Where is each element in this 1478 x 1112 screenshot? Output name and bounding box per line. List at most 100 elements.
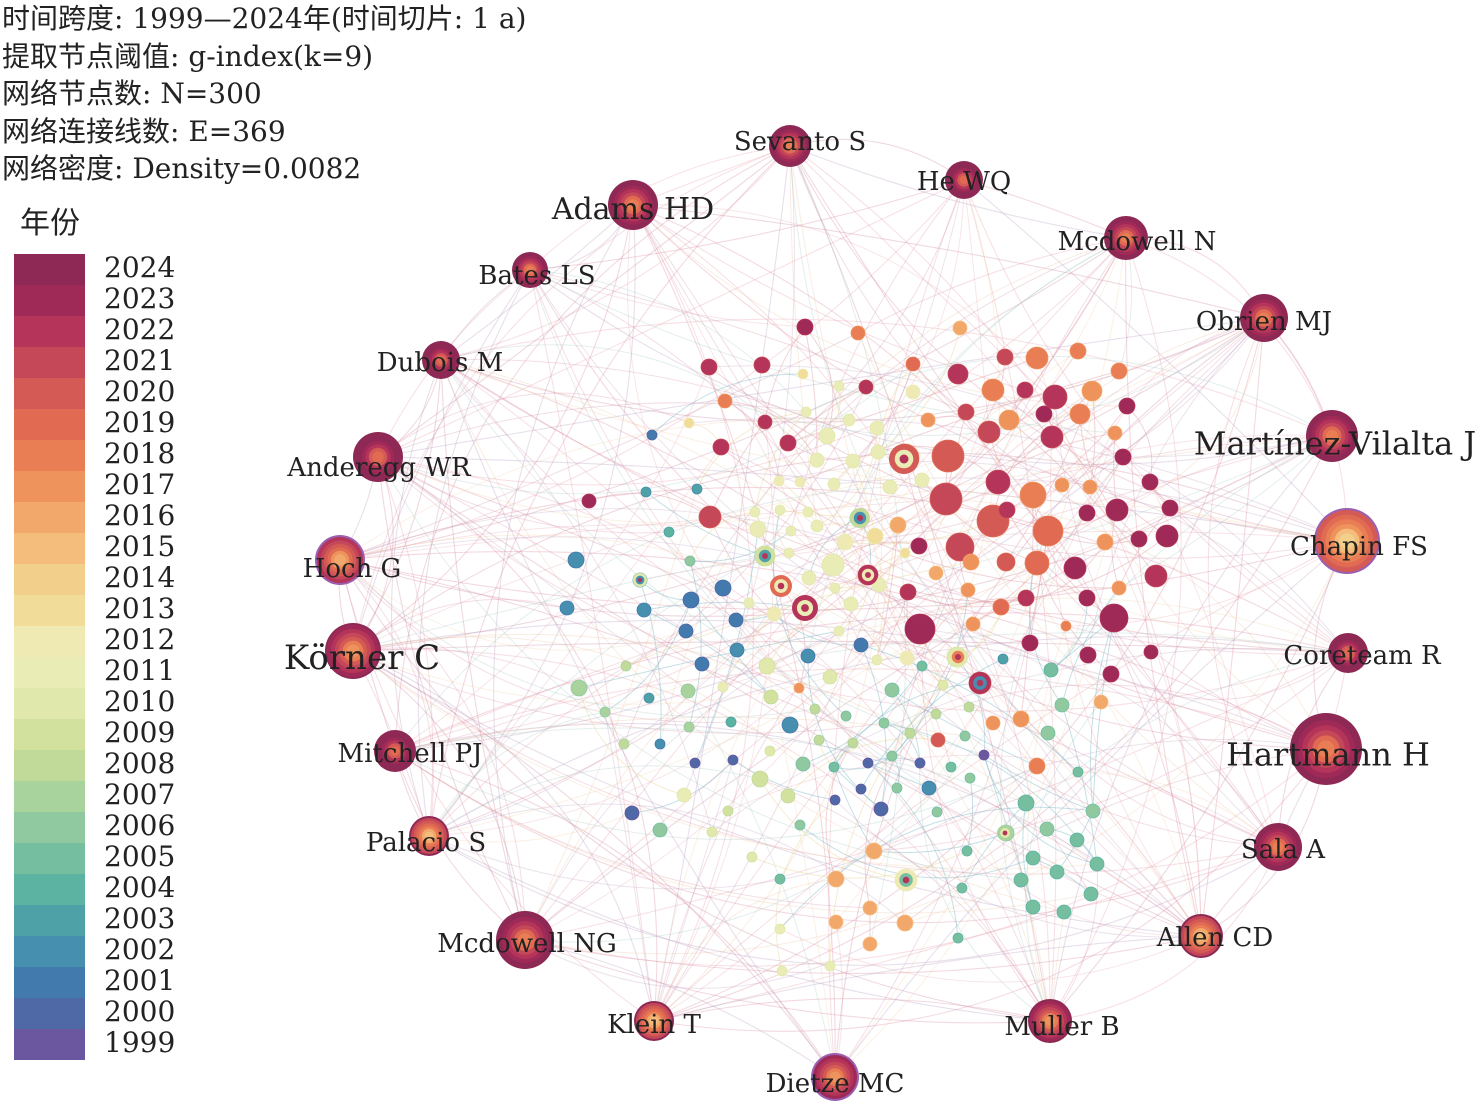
author-label: Mcdowell NG [437, 929, 617, 959]
legend-swatch [14, 874, 85, 905]
network-edge [1032, 494, 1088, 599]
network-edge [877, 327, 961, 453]
network-node [774, 873, 786, 885]
author-node [390, 746, 400, 756]
network-node [796, 318, 814, 336]
network-edge [394, 750, 1092, 914]
network-edge [639, 579, 662, 745]
network-node [871, 654, 883, 666]
network-edge [727, 754, 1279, 848]
network-edge [377, 456, 1051, 1022]
network-node [962, 553, 980, 571]
network-node [751, 770, 769, 788]
network-edge [751, 850, 968, 879]
network-edge [1092, 617, 1115, 812]
network-node [904, 727, 916, 739]
legend-year-label: 2002 [104, 933, 176, 966]
network-edge [440, 359, 937, 715]
network-node [829, 582, 841, 594]
network-edge [1200, 317, 1265, 937]
network-node [947, 363, 969, 385]
network-edge [709, 516, 775, 615]
network-edge [789, 145, 818, 527]
network-node [866, 527, 884, 545]
network-edge [440, 344, 818, 461]
network-node [1096, 533, 1114, 551]
network-node [717, 393, 733, 409]
network-edge [377, 456, 526, 941]
network-edge [816, 525, 1349, 655]
network-node [682, 591, 700, 609]
network-edge [352, 649, 1051, 1022]
network-edge [904, 540, 1348, 924]
network-edge [834, 530, 1049, 1078]
network-edge [377, 456, 1348, 542]
network-edge [377, 363, 914, 495]
network-edge [961, 802, 1027, 889]
network-edge [773, 509, 847, 717]
network-edge [428, 237, 1127, 837]
network-edge [428, 687, 800, 837]
network-edge [834, 317, 1265, 1078]
network-edge [883, 435, 1333, 724]
legend-year-label: 2003 [104, 902, 176, 935]
network-node [691, 483, 703, 495]
legend-year-label: 2018 [104, 437, 176, 470]
network-edge [708, 365, 1349, 654]
network-node [963, 701, 975, 713]
network-node [930, 708, 942, 720]
network-edge [787, 737, 939, 797]
legend-swatch [14, 254, 85, 285]
network-edge [377, 317, 1265, 458]
network-node [1040, 725, 1056, 741]
network-edge [1116, 317, 1265, 511]
network-edge [966, 777, 974, 852]
author-label: Anderegg WR [286, 453, 472, 483]
network-node [809, 452, 825, 468]
network-edge [352, 204, 634, 652]
network-node [1019, 481, 1047, 509]
network-edge [799, 370, 1120, 483]
network-node [889, 516, 907, 534]
network-edge [1110, 652, 1349, 700]
network-node [1105, 498, 1129, 522]
legend-swatch [14, 998, 85, 1029]
author-label: Körner C [284, 638, 440, 678]
network-edge [688, 417, 1348, 542]
network-edge [352, 598, 568, 652]
author-node [518, 933, 532, 947]
network-edge [339, 559, 816, 718]
author-label: Martínez-Vilalta J [1194, 425, 1476, 463]
network-node [833, 380, 845, 392]
network-node [929, 482, 963, 516]
network-node [1054, 697, 1070, 713]
legend-swatch [14, 471, 85, 502]
author-label: Obrien MJ [1196, 307, 1332, 337]
author-label: Adams HD [551, 192, 714, 227]
legend-swatch [14, 347, 85, 378]
network-edge [352, 555, 766, 652]
network-edge [394, 750, 836, 1078]
author-node [1121, 233, 1131, 243]
network-edge [428, 446, 722, 837]
network-edge [377, 456, 1202, 937]
network-node [961, 845, 973, 857]
network-edge [653, 878, 837, 1022]
network-edge [1077, 771, 1279, 848]
network-edge [945, 498, 1327, 750]
network-node [774, 504, 786, 516]
author-label: Palacio S [366, 828, 486, 858]
network-edge [780, 585, 1051, 1022]
network-edge [352, 317, 1265, 652]
network-node [977, 420, 1001, 444]
legend-swatch [14, 750, 85, 781]
network-edge [873, 652, 1349, 852]
legend-year-label: 2000 [104, 995, 176, 1028]
network-node [678, 623, 694, 639]
network-node [996, 552, 1016, 572]
network-small-nodes [559, 318, 1179, 977]
legend-year-label: 2014 [104, 561, 176, 594]
network-edge [1049, 540, 1348, 1022]
network-edge [653, 589, 969, 1022]
network-edge [394, 237, 1127, 752]
